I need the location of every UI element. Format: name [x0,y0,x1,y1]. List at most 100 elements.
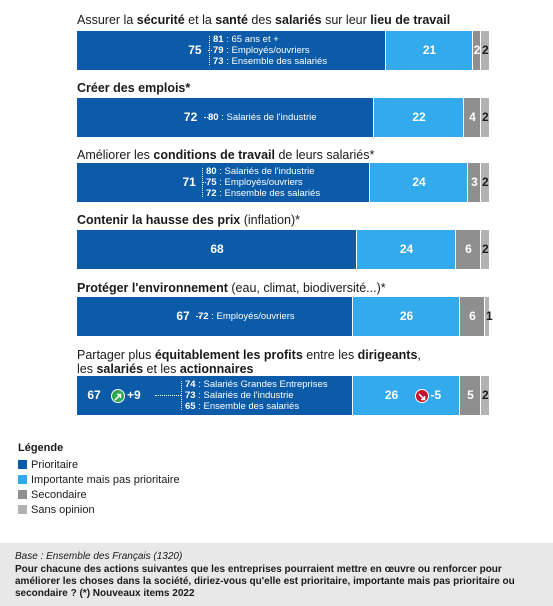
legend-item-secondaire: Secondaire [18,489,87,502]
bar-segment-secondaire [456,230,480,269]
title-part: sur leur [321,13,371,27]
connector-line [208,50,212,51]
subgroup-row: 75 : Employés/ouvriers [206,177,320,188]
subgroup-row: 65 : Ensemble des salariés [185,401,328,412]
bar-row: 67 26 6 1 72 : Employés/ouvriers [77,297,493,336]
item-title: Améliorer les conditions de travail de l… [77,148,374,162]
subgroup-value: 72 [206,188,217,199]
data-label: 6 [469,309,476,323]
subgroup-label: : Salariés de l'industrie [218,112,317,123]
bar-segment-importante-mais-pas-prioritaire [357,230,455,269]
title-part: salariés [96,362,144,376]
data-label: 21 [422,43,437,57]
item-title: Protéger l'environnement (eau, climat, b… [77,281,386,295]
subgroup-breakdown: 80 : Salariés de l'industrie [208,112,317,123]
subgroup-row: 72 : Employés/ouvriers [198,311,295,322]
title-part: sécurité [136,13,185,27]
bar-segment-secondaire [468,163,480,202]
title-part: conditions de travail [153,148,275,162]
connector-line [155,395,181,396]
bracket-line [209,36,210,65]
stacked-bar-chart: Assurer la sécurité et la santé des sala… [77,13,493,415]
subgroup-label: : Salariés de l'industrie [216,166,315,177]
legend-swatch [18,460,27,469]
subgroup-row: 73 : Salariés de l'industrie [185,390,328,401]
trend-up-icon [111,389,125,403]
data-label: 67 [176,309,190,323]
subgroup-breakdown: 81 : 65 ans et +79 : Employés/ouvriers 73… [213,34,327,67]
bar-segment-prioritaire [77,98,373,137]
bar-segment-importante-mais-pas-prioritaire [353,376,459,415]
title-part: santé [215,13,248,27]
subgroup-value: 65 [185,401,196,412]
bar-segment-sans-opinion [481,376,489,415]
title-part: Protéger l'environnement [77,281,228,295]
subgroup-row: 73 : Ensemble des salariés [213,56,327,67]
title-part: Partager plus [77,348,155,362]
item-title: Créer des emplois* [77,81,190,95]
data-label: 4 [469,110,476,124]
legend-swatch [18,490,27,499]
title-part: entre les [302,348,358,362]
legend-swatch [18,475,27,484]
bar-segment-secondaire [473,31,480,70]
data-label: 2 [482,43,489,57]
data-label: 3 [471,175,478,189]
bar-segment-secondaire [464,98,480,137]
bar-segment-prioritaire [77,230,356,269]
title-part: les [77,362,97,376]
trend-down-icon [414,389,429,403]
subgroup-label: : Employés/ouvriers [223,45,310,56]
title-part: Créer des emplois* [77,81,191,95]
title-part: actionnaires [179,362,254,376]
bar-segment-prioritaire [77,31,385,70]
title-part: et les [143,362,180,376]
bar-row: 68 24 6 2 [77,230,489,269]
subgroup-value: 72 [198,311,209,322]
bar-segment-sans-opinion [481,163,489,202]
bar-row: 67 26 5 2 74 : Salariés Grandes Entreprises 7… [77,376,489,415]
bracket-line [202,168,203,197]
data-label: 1 [486,309,493,323]
footer-note: Base : Ensemble des Français (1320) Pour… [0,543,553,606]
bracket-line [181,381,182,410]
data-label: 67 [87,388,101,402]
data-label: 22 [412,110,426,124]
title-part: des [247,13,276,27]
bar-row: 75 21 2 2 81 : 65 ans et +79 : Employés/ouvr… [77,31,489,70]
title-part: dirigeants [357,348,418,362]
bar-segment-importante-mais-pas-prioritaire [374,98,463,137]
subgroup-label: : Employés/ouvriers [216,177,303,188]
bar-segment-sans-opinion [485,297,489,336]
bar-row: 71 24 3 2 80 : Salariés de l'industrie 75 : E… [77,163,489,202]
bar-segment-importante-mais-pas-prioritaire [353,297,459,336]
title-part: Assurer la [77,13,137,27]
bar-segment-sans-opinion [481,230,489,269]
connector-line [196,316,200,317]
subgroup-value: 80 [208,112,219,123]
subgroup-breakdown: 74 : Salariés Grandes Entreprises 73 : Sa… [185,379,328,412]
data-label: 71 [182,175,196,189]
bar-segment-secondaire [460,376,480,415]
subgroup-value: 75 [206,177,217,188]
subgroup-label: : Employés/ouvriers [208,311,295,322]
data-label: 75 [188,43,202,57]
subgroup-row: 81 : 65 ans et + [213,34,327,45]
bar-segment-sans-opinion [481,98,489,137]
connector-line [202,182,206,183]
legend-item-importante: Importante mais pas prioritaire [18,474,180,487]
bar-row: 72 22 4 2 80 : Salariés de l'industrie [77,98,489,137]
legend-label: Secondaire [31,489,87,501]
title-part: , [417,348,421,362]
legend-label: Prioritaire [31,459,79,471]
connector-line [204,117,208,118]
subgroup-label: : Ensemble des salariés [216,188,321,199]
subgroup-label: : Salariés Grandes Entreprises [195,379,328,390]
title-part: de leurs salariés* [274,148,375,162]
subgroup-row: 79 : Employés/ouvriers [213,45,327,56]
data-label: 2 [482,175,489,189]
legend-label: Importante mais pas prioritaire [31,474,180,486]
bar-segment-importante-mais-pas-prioritaire [370,163,467,202]
data-label: 26 [384,388,399,402]
legend-title: Légende [18,442,64,454]
